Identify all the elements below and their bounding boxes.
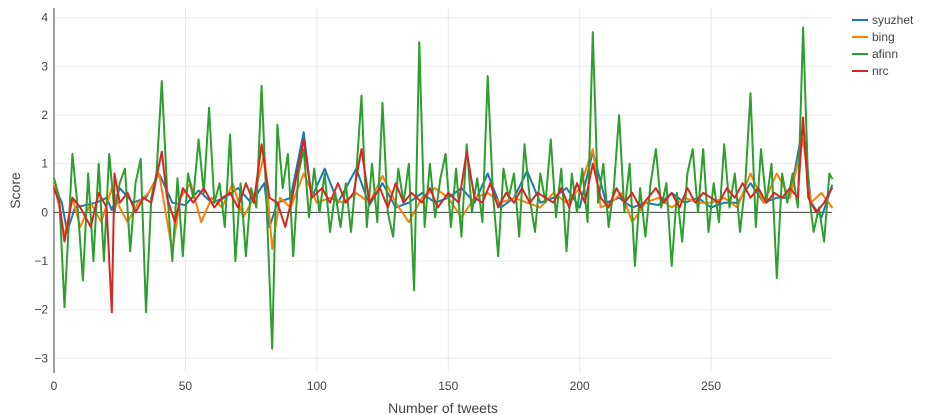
y-tick-label: 2 xyxy=(41,108,48,122)
legend: syuzhet bing afinn nrc xyxy=(852,13,914,78)
series-lines xyxy=(53,26,833,350)
x-axis-title: Number of tweets xyxy=(388,400,498,415)
y-tick-label: −2 xyxy=(34,303,48,317)
x-tick-label: 0 xyxy=(51,379,58,393)
series-line-afinn xyxy=(53,26,833,350)
x-tick-label: 50 xyxy=(179,379,193,393)
y-tick-label: 1 xyxy=(41,157,48,171)
legend-label: afinn xyxy=(872,47,898,61)
x-tick-label: 200 xyxy=(570,379,590,393)
legend-label: syuzhet xyxy=(872,13,914,27)
legend-item-bing[interactable]: bing xyxy=(852,30,895,44)
y-tick-label: −3 xyxy=(34,351,48,365)
x-tick-label: 250 xyxy=(701,379,721,393)
x-tick-label: 100 xyxy=(307,379,327,393)
y-axis-title: Score xyxy=(7,172,23,209)
y-tick-label: −1 xyxy=(34,254,48,268)
y-tick-label: 4 xyxy=(41,11,48,25)
legend-label: nrc xyxy=(872,64,889,78)
legend-item-nrc[interactable]: nrc xyxy=(852,64,889,78)
legend-item-syuzhet[interactable]: syuzhet xyxy=(852,13,914,27)
axis-ticks: −3 −2 −1 0 1 2 3 4 0 50 100 150 200 250 xyxy=(34,11,721,393)
series-line-syuzhet xyxy=(53,123,833,233)
series-line-nrc xyxy=(53,116,833,314)
legend-label: bing xyxy=(872,30,895,44)
legend-item-afinn[interactable]: afinn xyxy=(852,47,898,61)
x-tick-label: 150 xyxy=(438,379,458,393)
y-tick-label: 3 xyxy=(41,59,48,73)
y-tick-label: 0 xyxy=(41,205,48,219)
